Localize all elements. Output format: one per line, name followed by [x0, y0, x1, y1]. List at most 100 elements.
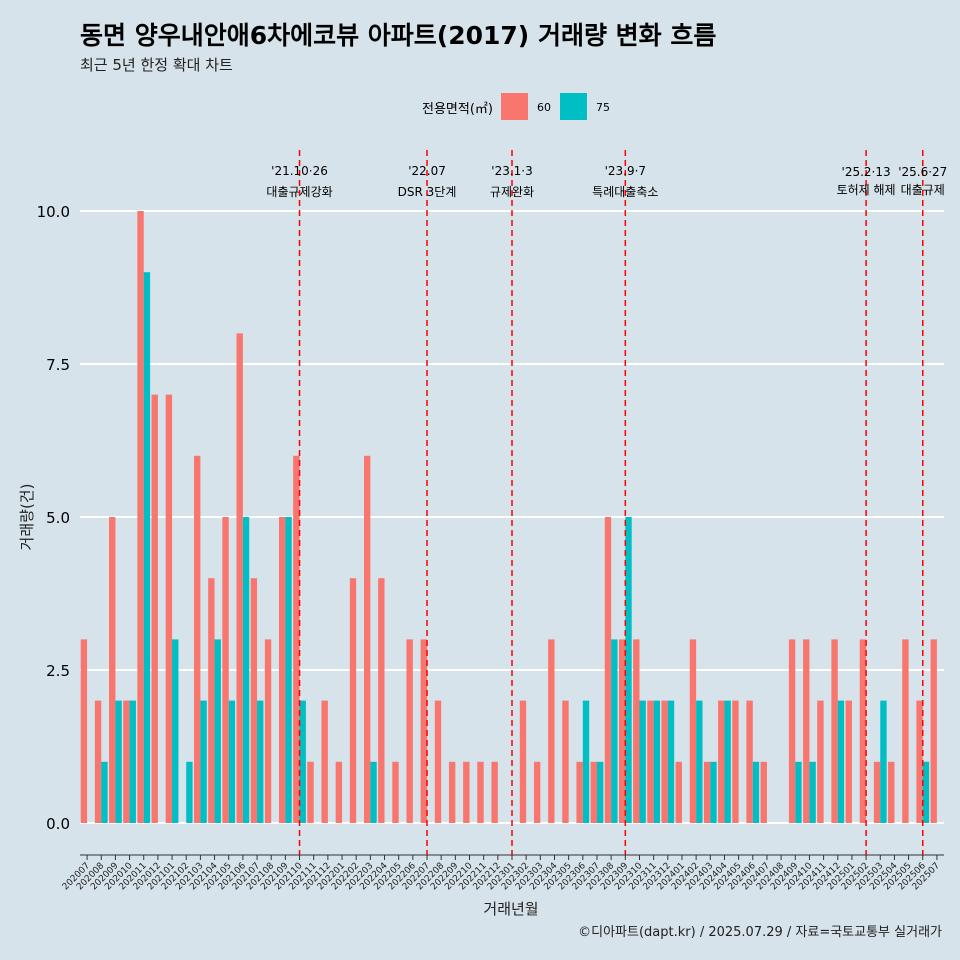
event-label: 토허제 해제: [837, 183, 896, 197]
bar-60-202503: [873, 761, 881, 823]
chart-title: 동면 양우내안애6차에코뷰 아파트(2017) 거래량 변화 흐름: [80, 21, 716, 50]
bar-75-202203: [370, 761, 377, 823]
legend: 전용면적(㎡) 60 75: [422, 93, 610, 120]
bars: [80, 211, 937, 823]
chart-subtitle: 최근 5년 한정 확대 차트: [80, 56, 233, 74]
bar-60-202012: [151, 394, 158, 823]
event-annotations: '21.10·26 대출규제강화 '22.07 DSR 3단계 '23.1·3 규제완화 '…: [266, 164, 947, 199]
bar-60-202206: [406, 639, 413, 823]
caption: ©디아파트(dapt.kr) / 2025.07.29 / 자료=국토교통부 실…: [578, 925, 942, 940]
bar-60-202404: [718, 700, 725, 823]
bar-60-202107: [250, 578, 258, 823]
bar-75-202506: [922, 761, 930, 823]
bar-60-202402: [689, 639, 697, 823]
bar-60-202501: [845, 700, 852, 823]
event-date: '23.1·3: [491, 164, 532, 178]
bar-60-202109: [279, 517, 286, 823]
bar-75-202402: [696, 700, 703, 823]
bar-60-202507: [930, 639, 937, 823]
event-date: '22.07: [408, 164, 446, 178]
bar-75-202009: [115, 700, 122, 823]
bar-60-202406: [746, 700, 753, 823]
bar-60-202105: [222, 517, 229, 823]
bar-60-202209: [448, 761, 456, 823]
bar-60-202311: [647, 700, 654, 823]
bar-60-202112: [321, 700, 328, 823]
bar-60-202106: [236, 333, 243, 823]
event-label: 대출규제: [901, 183, 945, 197]
x-axis-title: 거래년월: [483, 900, 538, 918]
bar-75-202404: [724, 700, 731, 823]
bar-75-202312: [667, 700, 675, 823]
bar-75-202410: [809, 761, 816, 823]
y-tick-label: 10.0: [37, 203, 70, 221]
bar-60-202010: [123, 700, 130, 823]
event-lines: [298, 150, 924, 855]
bar-60-202207: [420, 639, 428, 823]
bar-60-202303: [533, 761, 541, 823]
bar-60-202310: [633, 639, 640, 823]
bar-60-202412: [831, 639, 838, 823]
bar-75-202106: [242, 517, 250, 823]
bar-75-202101: [172, 639, 179, 823]
bar-75-202409: [795, 761, 802, 823]
bar-60-202108: [264, 639, 272, 823]
legend-label-75: 75: [596, 101, 610, 114]
bar-75-202307: [596, 761, 604, 823]
y-tick-label: 5.0: [46, 509, 70, 527]
bar-60-202111: [307, 761, 314, 823]
event-date: '23.9·7: [605, 164, 646, 178]
event-date: '25.6·27: [898, 165, 947, 179]
bar-60-202309: [618, 639, 626, 823]
y-tick-label: 0.0: [46, 815, 70, 833]
event-date: '25.2·13: [842, 165, 891, 179]
bar-60-202505: [902, 639, 909, 823]
bar-60-202407: [760, 761, 767, 823]
bar-60-202202: [349, 578, 357, 823]
y-tick-label: 2.5: [46, 662, 70, 680]
event-label: 대출규제강화: [266, 185, 332, 199]
bar-60-202308: [604, 517, 612, 823]
bar-60-202009: [109, 517, 116, 823]
legend-label-60: 60: [537, 101, 551, 114]
bar-60-202401: [675, 761, 682, 823]
bar-60-202007: [80, 639, 88, 823]
event-date: '21.10·26: [271, 164, 328, 178]
bar-60-202312: [661, 700, 668, 823]
bar-75-202310: [639, 700, 646, 823]
event-label: DSR 3단계: [398, 185, 457, 199]
bar-75-202309: [625, 517, 632, 823]
bar-75-202010: [129, 700, 136, 823]
bar-75-202011: [143, 272, 151, 823]
bar-75-202503: [880, 700, 887, 823]
bar-75-202102: [186, 761, 193, 823]
bar-60-202205: [392, 761, 399, 823]
bar-60-202203: [363, 455, 371, 823]
legend-swatch-60: [501, 93, 528, 120]
bar-75-202308: [611, 639, 618, 823]
bar-60-202409: [788, 639, 796, 823]
bar-60-202405: [732, 700, 739, 823]
bar-60-202008: [94, 700, 102, 823]
bar-60-202110: [293, 455, 300, 823]
bar-75-202104: [214, 639, 221, 823]
bar-60-202411: [817, 700, 824, 823]
bar-75-202403: [710, 761, 717, 823]
bar-75-202107: [257, 700, 264, 823]
bar-75-202105: [228, 700, 236, 823]
x-axis-ticks: [86, 855, 938, 860]
bar-60-202104: [208, 578, 215, 823]
y-axis-ticks: 0.0 2.5 5.0 7.5 10.0: [37, 203, 70, 833]
bar-75-202109: [285, 517, 292, 823]
bar-60-202403: [703, 761, 711, 823]
bar-60-202103: [194, 455, 201, 823]
bar-75-202110: [299, 700, 306, 823]
y-tick-label: 7.5: [46, 356, 70, 374]
bar-60-202101: [165, 394, 173, 823]
bar-60-202506: [916, 700, 923, 823]
legend-swatch-75: [560, 93, 587, 120]
bar-60-202011: [137, 211, 144, 823]
bar-75-202311: [653, 700, 661, 823]
bar-60-202306: [576, 761, 583, 823]
